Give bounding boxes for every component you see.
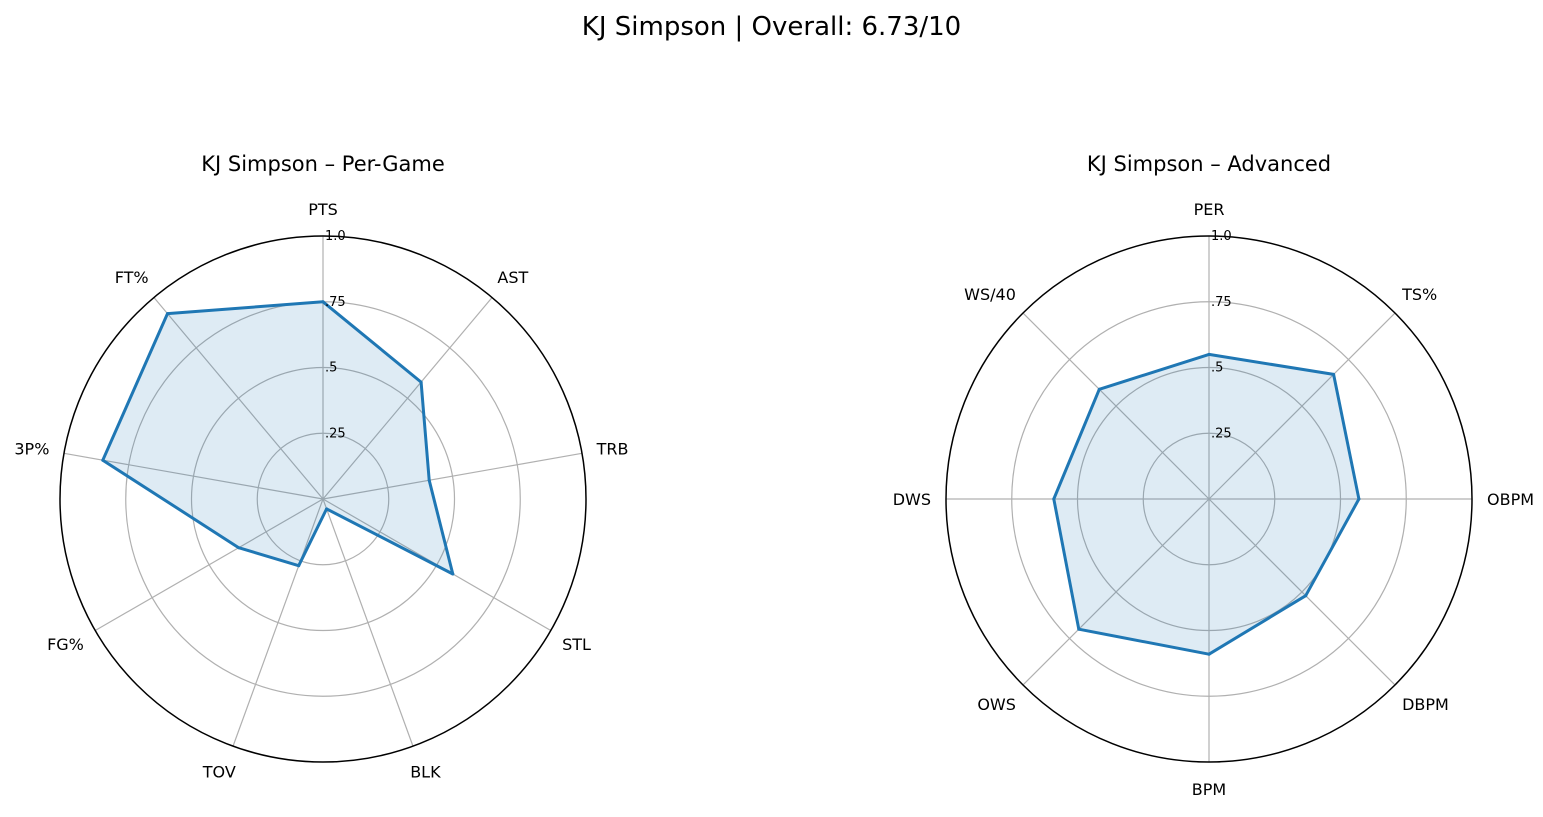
spoke-ast <box>322 297 493 500</box>
spoke-3p-pct <box>63 452 324 500</box>
category-label-dws: DWS <box>893 490 931 509</box>
category-label-tov: TOV <box>202 763 236 782</box>
data-point-stl <box>451 572 455 576</box>
category-label-ws-40: WS/40 <box>964 285 1016 304</box>
spoke-dbpm <box>1208 498 1396 686</box>
category-label-stl: STL <box>562 635 591 654</box>
data-point-3p-pct <box>101 458 105 462</box>
data-point-per <box>1207 352 1211 356</box>
data-point-ft-pct <box>166 312 169 316</box>
category-label-ts-pct: TS% <box>1401 285 1437 304</box>
spoke-tov <box>232 498 324 747</box>
chart-title: KJ Simpson – Per-Game <box>201 152 445 176</box>
chart-title: KJ Simpson – Advanced <box>1087 152 1331 176</box>
category-label-fg-pct: FG% <box>47 635 84 654</box>
advanced-radar-chart: .25 .5 .75 1.0 PER TS% OBPM DBPM BPM OWS DWS WS/40 K… <box>893 152 1534 799</box>
data-point-bpm <box>1207 652 1211 656</box>
data-point-fg-pct <box>237 546 241 550</box>
category-label-ast: AST <box>497 268 528 287</box>
data-point-trb <box>427 478 431 482</box>
r-tick-label: .75 <box>1211 295 1232 310</box>
spoke-ows <box>1022 498 1210 686</box>
r-tick-label: .25 <box>1211 426 1232 441</box>
category-label-bpm: BPM <box>1192 780 1226 799</box>
series-area <box>1053 354 1359 655</box>
spoke-blk <box>322 498 414 747</box>
spoke-ts-pct <box>1208 312 1396 500</box>
r-tick-label: .5 <box>325 361 337 376</box>
data-point-tov <box>297 564 301 568</box>
r-tick-label: 1.0 <box>1211 229 1232 244</box>
data-point-dbpm <box>1304 594 1308 598</box>
category-label-blk: BLK <box>410 763 441 782</box>
data-point-ts-pct <box>1332 372 1336 376</box>
category-label-obpm: OBPM <box>1487 490 1534 509</box>
category-label-per: PER <box>1194 200 1225 219</box>
data-point-ows <box>1077 627 1081 631</box>
r-tick-label: .5 <box>1211 361 1223 376</box>
spoke-ft-pct <box>153 297 324 500</box>
polar-frame <box>59 235 587 763</box>
category-label-dbpm: DBPM <box>1402 695 1449 714</box>
polar-frame <box>945 235 1473 763</box>
data-point-ast <box>419 380 423 384</box>
data-point-blk <box>325 507 329 511</box>
data-point-dws <box>1052 497 1056 501</box>
category-label-pts: PTS <box>308 200 338 219</box>
data-point-obpm <box>1357 497 1361 501</box>
r-tick-label: 1.0 <box>325 229 346 244</box>
data-point-ws-40 <box>1097 387 1101 391</box>
category-label-trb: TRB <box>596 440 629 459</box>
category-label-ows: OWS <box>977 695 1016 714</box>
data-point-pts <box>321 300 325 304</box>
category-label-3p-pct: 3P% <box>14 440 49 459</box>
category-label-ft-pct: FT% <box>115 268 149 287</box>
spoke-ws-40 <box>1022 312 1210 500</box>
r-tick-label: .75 <box>325 295 346 310</box>
r-tick-label: .25 <box>325 426 346 441</box>
series-line <box>101 300 455 576</box>
spoke-trb <box>322 452 583 500</box>
per-game-radar-chart: .25 .5 .75 1.0 PTS AST TRB STL BLK TOV FG% 3P% FT% KJ… <box>14 152 628 782</box>
spoke-fg-pct <box>94 498 324 632</box>
figure-title: KJ Simpson | Overall: 6.73/10 <box>581 12 962 42</box>
series-area <box>102 301 453 574</box>
